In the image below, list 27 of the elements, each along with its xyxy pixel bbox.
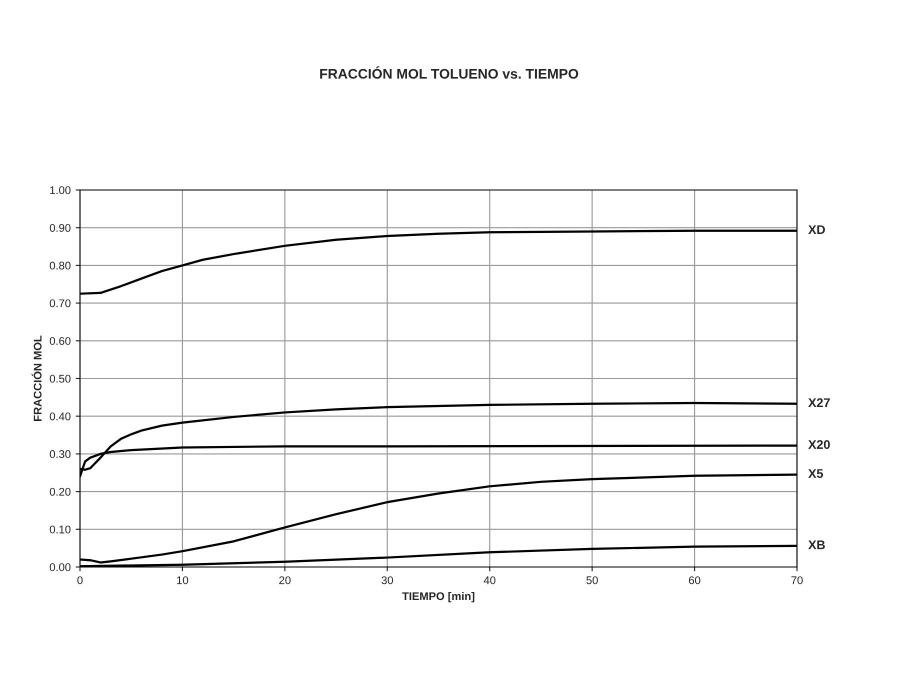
y-tick-label: 0.50 <box>50 374 71 383</box>
y-tick-label: 0.00 <box>50 563 71 572</box>
series-label: X27 <box>808 398 830 407</box>
y-tick-label: 0.40 <box>50 412 71 420</box>
x-tick-label: 10 <box>177 576 188 584</box>
x-tick-label: 70 <box>791 576 803 584</box>
y-tick-label: 0.90 <box>50 224 71 232</box>
y-tick-label: 0.20 <box>50 488 71 496</box>
y-tick-label: 0.70 <box>50 299 71 308</box>
x-tick-label: 40 <box>484 576 496 584</box>
series-label: X5 <box>808 469 824 478</box>
x-tick-label: 30 <box>382 576 394 584</box>
y-tick-label: 0.30 <box>50 450 71 458</box>
series-label: X20 <box>808 440 830 449</box>
x-axis-title: TIEMPO [min] <box>402 592 474 602</box>
y-axis-title: FRACCIÓN MOL <box>32 336 42 421</box>
y-tick-label: 1.00 <box>50 186 71 194</box>
x-tick-label: 50 <box>586 576 598 584</box>
y-tick-label: 0.60 <box>50 337 71 345</box>
x-tick-label: 20 <box>279 576 291 584</box>
series-label: XD <box>808 225 825 234</box>
series-label: XB <box>808 540 825 550</box>
x-tick-label: 60 <box>688 576 700 584</box>
y-tick-label: 0.80 <box>50 262 71 270</box>
chart-title: FRACCIÓN MOL TOLUENO vs. TIEMPO <box>320 66 578 79</box>
y-tick-label: 0.10 <box>50 526 71 534</box>
x-tick-label: 0 <box>77 576 83 584</box>
